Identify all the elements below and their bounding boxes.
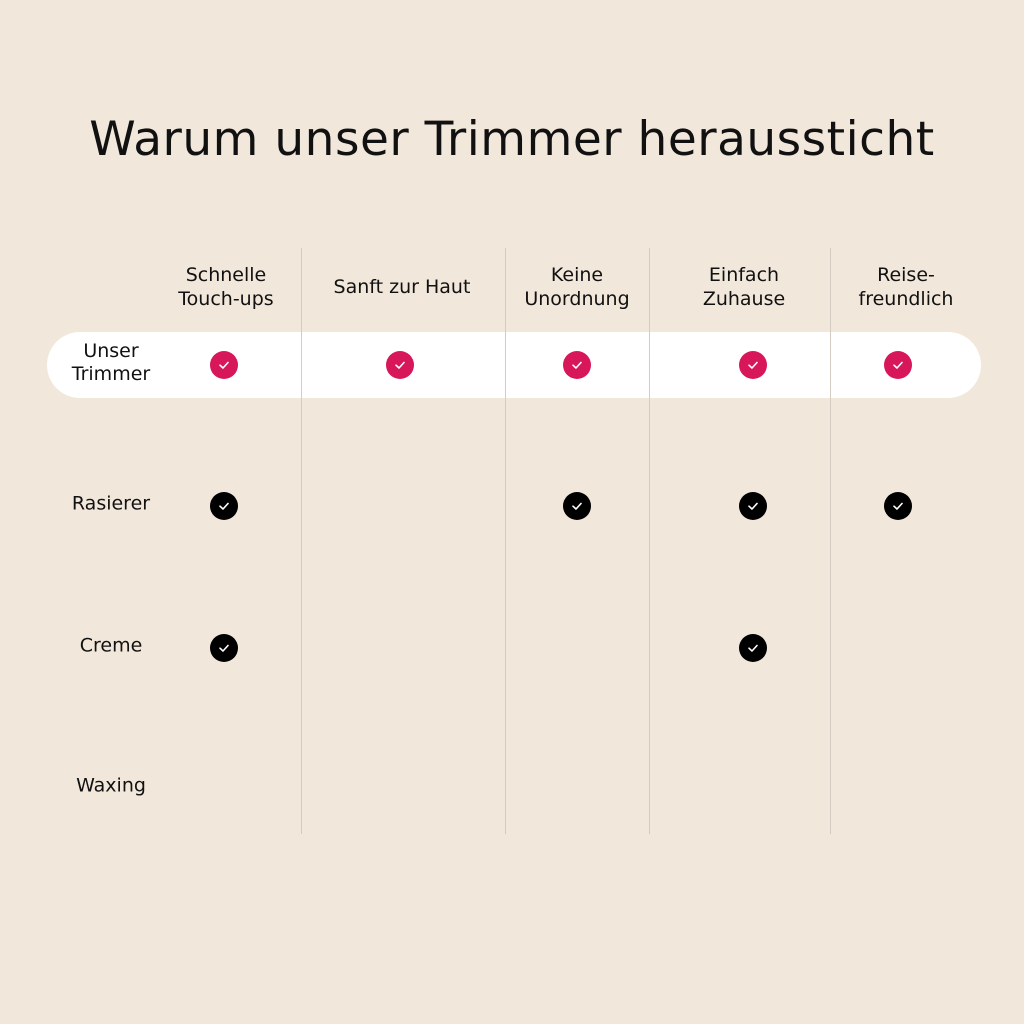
column-divider (505, 248, 506, 834)
column-divider (649, 248, 650, 834)
column-divider (301, 248, 302, 834)
check-icon (386, 351, 414, 379)
check-icon (739, 351, 767, 379)
row-label: Creme (79, 634, 143, 657)
row-label: Unser Trimmer (71, 340, 151, 385)
check-icon (563, 351, 591, 379)
column-header: Einfach Zuhause (702, 264, 786, 310)
column-header: Schnelle Touch-ups (178, 264, 274, 310)
row-label: Waxing (76, 774, 146, 797)
check-icon (210, 351, 238, 379)
check-icon (210, 634, 238, 662)
check-icon (210, 492, 238, 520)
check-icon (884, 492, 912, 520)
highlight-row-background (47, 332, 981, 398)
check-icon (563, 492, 591, 520)
page-title: Warum unser Trimmer heraussticht (89, 112, 935, 167)
row-label: Rasierer (71, 492, 151, 515)
column-header: Sanft zur Haut (333, 276, 471, 298)
check-icon (739, 634, 767, 662)
column-header: Keine Unordnung (524, 264, 630, 310)
check-icon (884, 351, 912, 379)
column-header: Reise- freundlich (858, 264, 954, 310)
check-icon (739, 492, 767, 520)
column-divider (830, 248, 831, 834)
